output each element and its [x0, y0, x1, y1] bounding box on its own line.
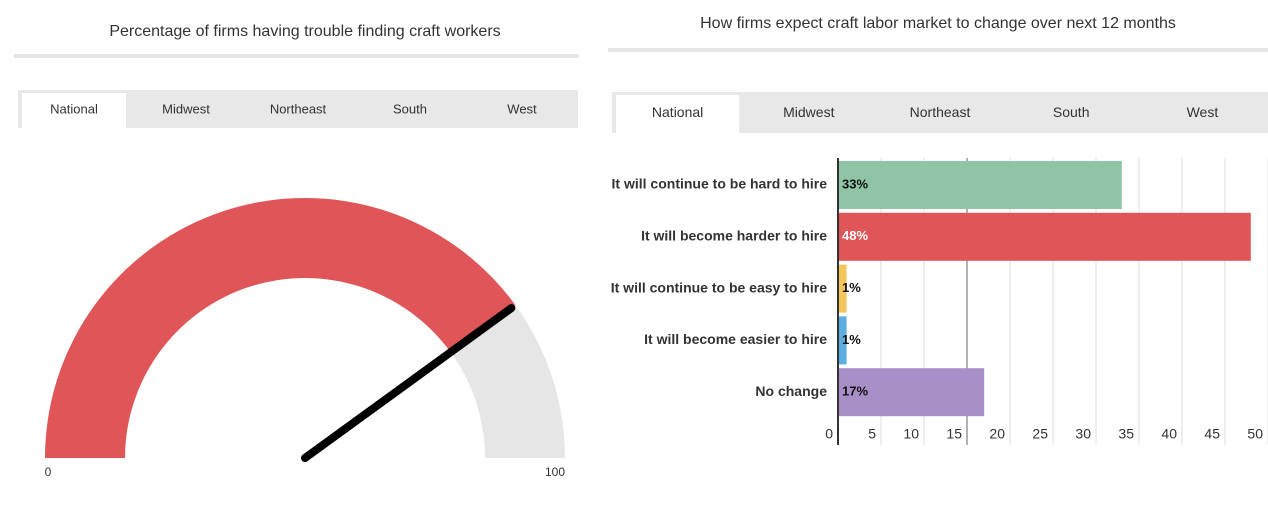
x-tick-label: 5 [868, 426, 876, 442]
tab-label[interactable]: West [507, 101, 537, 116]
tab-active[interactable] [22, 93, 126, 128]
gauge-max-label: 100 [545, 465, 565, 479]
tab-label[interactable]: West [1187, 104, 1219, 120]
x-tick-label: 50 [1247, 426, 1263, 442]
gauge-min-label: 0 [45, 465, 52, 479]
gauge-value [45, 198, 516, 459]
y-tick-label: No change [755, 383, 827, 399]
tab-label[interactable]: National [50, 101, 98, 116]
bar [838, 368, 985, 417]
x-tick-label: 40 [1161, 426, 1177, 442]
data-label: 1% [842, 332, 861, 347]
tab-label[interactable]: South [1053, 104, 1090, 120]
tab-active[interactable] [616, 95, 740, 133]
bar [838, 316, 847, 365]
x-tick-label: 20 [989, 426, 1005, 442]
x-tick-label: 35 [1118, 426, 1134, 442]
x-tick-label: 10 [903, 426, 919, 442]
bar [838, 212, 1251, 261]
bar [838, 161, 1122, 209]
x-tick-label: 45 [1204, 426, 1220, 442]
data-label: 33% [842, 176, 868, 191]
data-label: 48% [842, 228, 868, 243]
title-rule [608, 48, 1268, 52]
data-label: 1% [842, 280, 861, 295]
title-rule [14, 54, 579, 58]
chart-title: How firms expect craft labor market to c… [700, 15, 1176, 32]
tab-label[interactable]: Midwest [162, 101, 210, 116]
bar [838, 264, 847, 313]
tab-label[interactable]: National [652, 104, 703, 120]
data-label: 17% [842, 384, 868, 399]
y-tick-label: It will become harder to hire [641, 228, 827, 244]
x-tick-label: 30 [1075, 426, 1091, 442]
y-tick-label: It will become easier to hire [644, 331, 827, 347]
tab-label[interactable]: Northeast [910, 104, 971, 120]
x-tick-label: 0 [825, 426, 833, 442]
x-tick-label: 25 [1032, 426, 1048, 442]
tab-label[interactable]: South [393, 101, 427, 116]
y-tick-label: It will continue to be easy to hire [611, 279, 827, 295]
tab-label[interactable]: Midwest [783, 104, 834, 120]
x-tick-label: 15 [946, 426, 962, 442]
chart-title: Percentage of firms having trouble findi… [109, 23, 500, 40]
tab-label[interactable]: Northeast [270, 101, 327, 116]
y-tick-label: It will continue to be hard to hire [612, 176, 828, 192]
gauge-needle [301, 304, 516, 462]
